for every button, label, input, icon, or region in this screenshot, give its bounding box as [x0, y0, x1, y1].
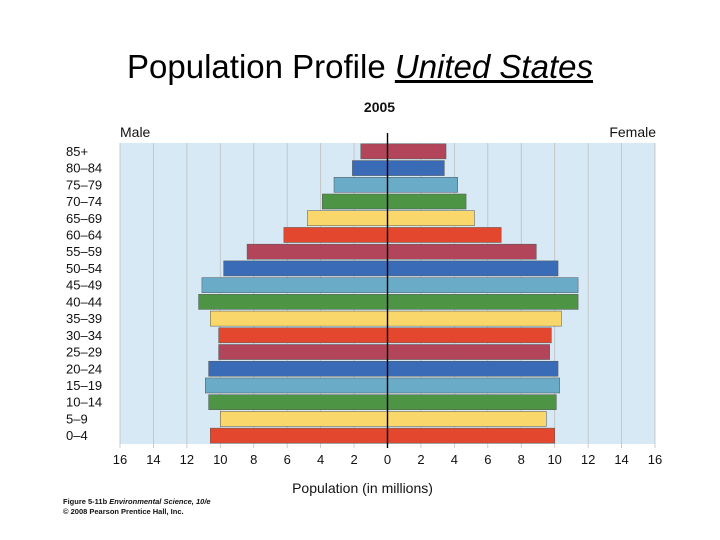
age-group-label: 75–79	[66, 177, 102, 192]
bar-male	[208, 360, 388, 377]
bar-male	[220, 411, 388, 427]
bar-female	[387, 344, 550, 360]
bar-female	[387, 377, 560, 394]
x-tick-label: 10	[213, 452, 227, 467]
x-tick-label: 16	[113, 452, 127, 467]
x-tick-label: 8	[518, 452, 525, 467]
bar-female	[387, 394, 557, 410]
age-group-label: 80–84	[66, 161, 102, 176]
x-tick-label: 2	[417, 452, 424, 467]
bar-female	[387, 143, 447, 160]
bar-male	[333, 177, 388, 193]
bar-female	[387, 360, 559, 377]
bar-male	[198, 294, 388, 310]
x-tick-label: 0	[384, 452, 391, 467]
x-tick-label: 6	[284, 452, 291, 467]
x-tick-label: 16	[648, 452, 662, 467]
bar-male	[352, 160, 388, 176]
age-group-label: 60–64	[66, 227, 102, 242]
age-group-label: 40–44	[66, 294, 102, 309]
bar-male	[205, 377, 388, 394]
age-group-label: 25–29	[66, 345, 102, 360]
x-tick-label: 14	[146, 452, 160, 467]
age-group-label: 55–59	[66, 244, 102, 259]
bars	[198, 143, 579, 444]
bar-female	[387, 310, 562, 327]
x-tick-label: 14	[614, 452, 628, 467]
title-prefix: Population Profile	[127, 48, 386, 85]
bar-female	[387, 277, 579, 293]
bar-male	[223, 260, 388, 277]
bar-female	[387, 193, 467, 210]
bar-male	[322, 193, 388, 210]
x-tick-label: 12	[581, 452, 595, 467]
age-group-label: 30–34	[66, 328, 102, 343]
bar-female	[387, 327, 552, 344]
bar-male	[208, 394, 388, 410]
age-group-label: 15–19	[66, 378, 102, 393]
bar-female	[387, 411, 547, 427]
bar-male	[210, 427, 388, 444]
bar-male	[246, 243, 388, 260]
figure-number: Figure 5-11b	[63, 497, 108, 506]
age-group-label: 65–69	[66, 211, 102, 226]
bar-male	[218, 327, 388, 344]
age-group-label: 5–9	[66, 411, 88, 426]
bar-female	[387, 243, 537, 260]
x-tick-label: 2	[350, 452, 357, 467]
slide-title: Population Profile United States	[0, 48, 720, 86]
x-tick-label: 10	[547, 452, 561, 467]
bar-female	[387, 260, 559, 277]
bar-female	[387, 210, 475, 227]
bar-female	[387, 294, 579, 310]
age-group-label: 20–24	[66, 361, 102, 376]
age-group-label: 45–49	[66, 278, 102, 293]
bar-female	[387, 227, 502, 243]
x-tick-labels: 16 14 12 10 8 6 4 2 0 2 4 6 8 10 12 14 16	[113, 452, 662, 467]
age-group-label: 70–74	[66, 194, 102, 209]
copyright: © 2008 Pearson Prentice Hall, Inc.	[63, 507, 184, 516]
bar-female	[387, 177, 458, 193]
x-axis-label: Population (in millions)	[292, 480, 433, 496]
bar-male	[210, 310, 388, 327]
x-tick-label: 6	[484, 452, 491, 467]
age-group-label: 10–14	[66, 395, 102, 410]
age-group-label: 0–4	[66, 428, 88, 443]
bar-male	[201, 277, 388, 293]
age-group-label: 50–54	[66, 261, 102, 276]
chart-title: 2005	[364, 99, 395, 115]
title-country: United States	[394, 48, 593, 85]
age-group-label: 35–39	[66, 311, 102, 326]
x-tick-label: 4	[317, 452, 324, 467]
x-tick-label: 4	[451, 452, 458, 467]
bar-male	[218, 344, 388, 360]
figure-credit: Figure 5-11b Environmental Science, 10/e…	[63, 497, 211, 517]
x-tick-label: 8	[250, 452, 257, 467]
bar-male	[283, 227, 388, 243]
x-tick-label: 12	[180, 452, 194, 467]
age-group-label: 85+	[66, 144, 88, 159]
book-title: Environmental Science, 10/e	[109, 497, 211, 506]
bar-female	[387, 160, 445, 176]
bar-male	[307, 210, 388, 227]
female-label: Female	[609, 124, 656, 140]
bar-male	[360, 143, 388, 160]
male-label: Male	[120, 124, 151, 140]
bar-female	[387, 427, 555, 444]
